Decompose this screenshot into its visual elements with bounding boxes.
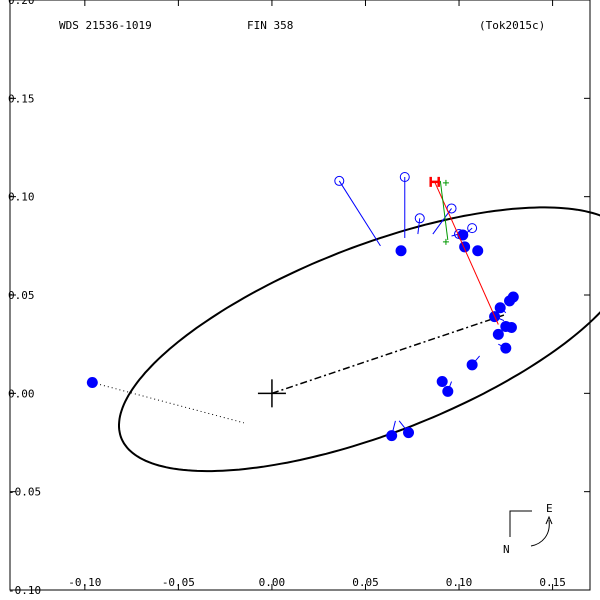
predicted-line	[439, 180, 449, 240]
open-data-point	[399, 172, 410, 182]
y-tick-label: -0.05	[8, 486, 41, 499]
x-tick-label: -0.10	[68, 576, 101, 589]
arrow-head-icon	[545, 515, 553, 525]
plot-lines	[92, 177, 600, 473]
orientation-axes	[509, 510, 532, 537]
header-center: FIN 358	[247, 19, 293, 32]
open-point-residual	[417, 218, 421, 235]
filled-data-point	[504, 295, 516, 307]
header-left: WDS 21536-1019	[59, 19, 152, 32]
y-tick-label: -0.10	[8, 584, 41, 597]
filled-data-point	[459, 241, 471, 253]
plot-frame	[9, 0, 591, 591]
latest-measure-mark	[429, 176, 440, 187]
y-tick-label: 0.00	[8, 387, 35, 400]
overlay-marks	[429, 176, 499, 325]
filled-data-point	[403, 427, 415, 439]
tick-labels: -0.10 -0.05 0.00 0.05 0.10 0.15 0.20 0.15 0.10 0.…	[8, 0, 566, 597]
x-tick-label: 0.05	[352, 576, 379, 589]
north-label: N	[503, 543, 510, 556]
x-tick-label: 0.15	[539, 576, 566, 589]
east-label: E	[546, 502, 553, 515]
y-tick-label: 0.05	[8, 289, 35, 302]
filled-data-point	[494, 302, 506, 314]
open-data-point	[414, 213, 425, 224]
plot-border	[9, 0, 591, 591]
rotation-arrow-icon	[530, 519, 550, 547]
y-tick-label: 0.10	[8, 191, 35, 204]
header-right: (Tok2015c)	[479, 19, 545, 32]
y-tick-label: 0.15	[8, 92, 35, 105]
filled-data-point	[386, 430, 398, 442]
filled-data-point	[466, 359, 478, 371]
filled-data-point	[442, 385, 454, 397]
x-tick-label: 0.10	[446, 576, 473, 589]
latest-residual	[434, 181, 499, 325]
predicted-mark	[442, 238, 449, 245]
orbit-ellipse	[118, 206, 600, 473]
filled-data-point	[457, 229, 469, 241]
open-point-residual	[338, 180, 381, 247]
filled-data-point	[395, 245, 407, 257]
axis-ticks	[10, 0, 590, 591]
filled-data-point	[500, 342, 512, 354]
predicted-mark	[442, 179, 449, 186]
data-points	[86, 172, 519, 442]
filled-data-point	[492, 328, 504, 340]
orientation-indicator: E N	[503, 502, 553, 556]
y-tick-label: 0.20	[8, 0, 35, 7]
open-data-point	[334, 175, 345, 186]
line-of-nodes	[271, 314, 505, 395]
outlier-residual	[92, 382, 244, 424]
filled-data-point	[472, 245, 484, 257]
filled-data-point	[500, 320, 512, 332]
outlier-data-point	[86, 377, 98, 389]
open-data-point	[467, 223, 478, 234]
x-tick-label: -0.05	[162, 576, 195, 589]
filled-data-point	[436, 376, 448, 388]
x-tick-label: 0.00	[259, 576, 286, 589]
